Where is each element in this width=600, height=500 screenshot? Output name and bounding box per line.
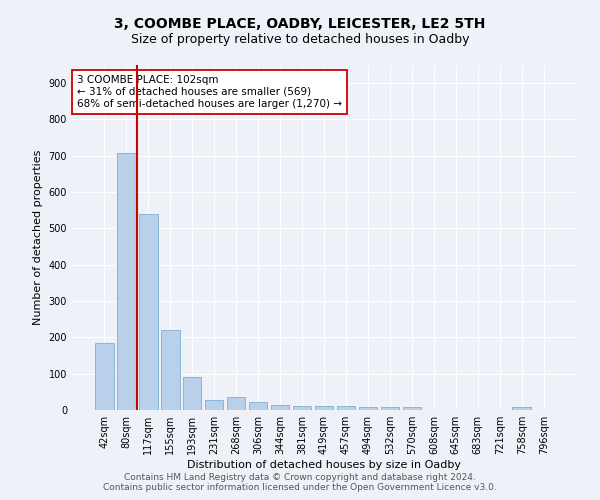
Bar bbox=[293, 406, 311, 410]
Bar bbox=[271, 404, 289, 410]
Bar bbox=[95, 343, 113, 410]
Text: 3 COOMBE PLACE: 102sqm
← 31% of detached houses are smaller (569)
68% of semi-de: 3 COOMBE PLACE: 102sqm ← 31% of detached… bbox=[77, 76, 342, 108]
Bar bbox=[359, 406, 377, 410]
Bar bbox=[161, 330, 179, 410]
Bar bbox=[227, 396, 245, 410]
Bar bbox=[380, 406, 399, 410]
Text: 3, COOMBE PLACE, OADBY, LEICESTER, LE2 5TH: 3, COOMBE PLACE, OADBY, LEICESTER, LE2 5… bbox=[115, 18, 485, 32]
Bar bbox=[139, 214, 158, 410]
Bar bbox=[314, 406, 334, 410]
Bar bbox=[117, 153, 136, 410]
Bar bbox=[249, 402, 268, 410]
Bar bbox=[512, 406, 531, 410]
X-axis label: Distribution of detached houses by size in Oadby: Distribution of detached houses by size … bbox=[187, 460, 461, 470]
Y-axis label: Number of detached properties: Number of detached properties bbox=[33, 150, 43, 325]
Bar bbox=[403, 407, 421, 410]
Text: Contains HM Land Registry data © Crown copyright and database right 2024.
Contai: Contains HM Land Registry data © Crown c… bbox=[103, 473, 497, 492]
Text: Size of property relative to detached houses in Oadby: Size of property relative to detached ho… bbox=[131, 32, 469, 46]
Bar bbox=[183, 377, 202, 410]
Bar bbox=[205, 400, 223, 410]
Bar bbox=[337, 406, 355, 410]
